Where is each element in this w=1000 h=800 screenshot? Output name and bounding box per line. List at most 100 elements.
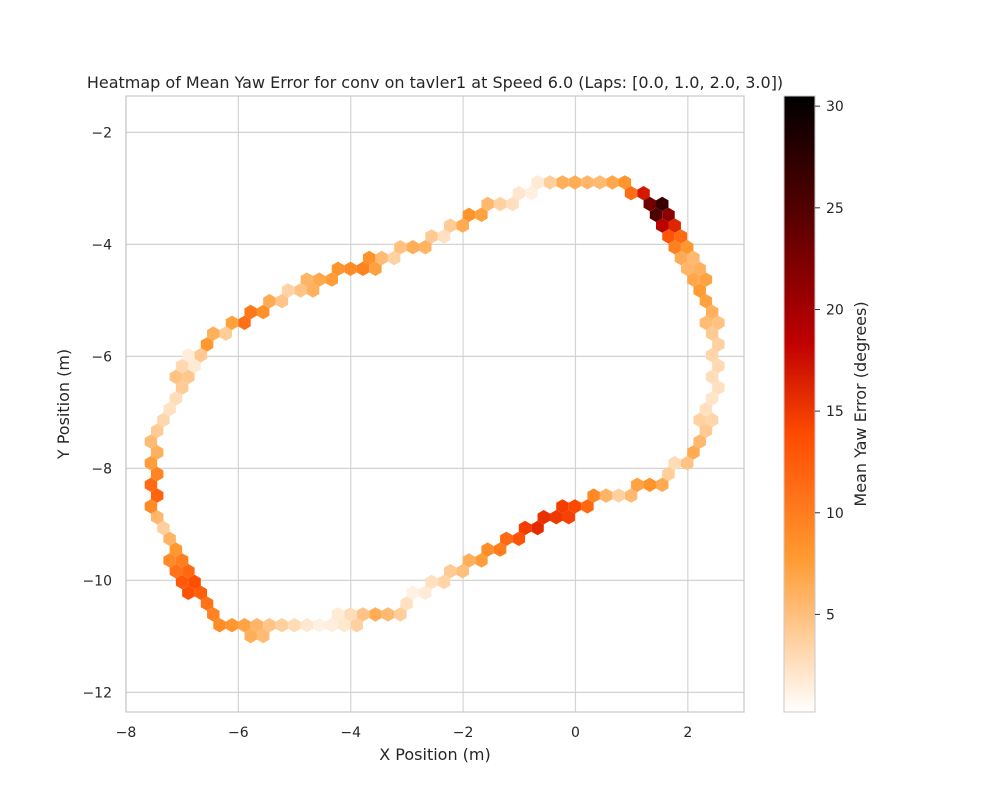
- hex-cell: [263, 618, 276, 633]
- hex-cell: [506, 196, 519, 212]
- hex-cell: [238, 618, 251, 633]
- hex-cell: [175, 553, 189, 568]
- hex-cell: [643, 477, 657, 492]
- hex-cell: [543, 175, 557, 190]
- hex-cell: [344, 607, 357, 622]
- hex-cell: [225, 618, 239, 633]
- hex-cell: [662, 466, 675, 482]
- colorbar: [783, 95, 816, 713]
- hex-cell: [157, 520, 170, 536]
- hex-cell: [705, 369, 719, 384]
- hex-cell: [244, 628, 257, 644]
- x-tick-label: −8: [116, 725, 137, 741]
- hex-cell: [188, 358, 201, 374]
- hex-cell: [144, 456, 158, 471]
- hex-cell: [175, 574, 189, 590]
- hex-cell: [213, 618, 226, 633]
- hex-cell: [356, 607, 370, 622]
- hex-cell: [219, 326, 232, 341]
- hex-cell: [680, 261, 694, 276]
- hex-cell: [705, 304, 719, 320]
- hex-cell: [693, 283, 706, 298]
- hex-cell: [169, 564, 183, 579]
- chart-title: Heatmap of Mean Yaw Error for conv on ta…: [87, 73, 783, 92]
- hex-cell: [144, 434, 158, 449]
- x-axis-label: X Position (m): [379, 745, 491, 764]
- hex-cell: [356, 261, 370, 276]
- hex-cell: [587, 488, 600, 503]
- hex-cell: [656, 477, 669, 492]
- hex-cell: [288, 618, 301, 633]
- hex-cell: [550, 510, 563, 525]
- hex-cell: [500, 531, 513, 546]
- hex-cell: [581, 499, 594, 514]
- hex-cell: [406, 585, 420, 600]
- hex-cell: [518, 520, 532, 536]
- colorbar-tick-label: 20: [826, 302, 844, 318]
- hex-cell: [693, 434, 706, 449]
- hex-cell: [175, 358, 189, 374]
- hex-cell: [512, 531, 526, 546]
- hex-cell: [531, 175, 544, 190]
- x-tick-label: 0: [571, 725, 580, 741]
- hex-cell: [306, 283, 320, 298]
- hex-cell: [668, 456, 681, 471]
- hex-cell: [456, 564, 469, 579]
- hex-cell: [394, 607, 407, 622]
- colorbar-tick-label: 15: [826, 404, 844, 420]
- hex-cell: [425, 574, 438, 590]
- x-tick-label: −6: [228, 725, 249, 741]
- x-tick-label: −2: [453, 725, 474, 741]
- hex-cell: [699, 402, 713, 417]
- hex-cell: [150, 423, 164, 438]
- hex-cell: [163, 402, 176, 417]
- hex-cell: [169, 391, 183, 406]
- hex-cell: [462, 207, 476, 222]
- hex-cell: [618, 175, 632, 190]
- hex-cell: [250, 618, 264, 633]
- hex-cell: [256, 304, 270, 320]
- hex-cell: [656, 218, 669, 233]
- hex-cell: [562, 510, 575, 525]
- hex-cell: [705, 412, 719, 428]
- hex-cell: [381, 607, 395, 622]
- hex-cell: [275, 294, 289, 309]
- hex-cell: [150, 488, 164, 503]
- hex-cell: [668, 218, 681, 233]
- hex-cell: [194, 348, 208, 363]
- hex-cell: [699, 315, 713, 330]
- hex-cell: [281, 283, 295, 298]
- hex-cell: [475, 553, 488, 568]
- hex-cell: [238, 315, 251, 330]
- hex-cell: [699, 294, 713, 309]
- hex-cell: [331, 261, 345, 276]
- hex-cell: [244, 304, 257, 320]
- hex-cell: [687, 250, 700, 266]
- hex-cell: [712, 337, 725, 352]
- hex-cell: [294, 283, 307, 298]
- hex-cell: [200, 596, 214, 611]
- hex-cell: [593, 175, 607, 190]
- hex-cell: [163, 531, 176, 546]
- hex-cell: [362, 250, 376, 266]
- hex-cell: [624, 488, 638, 503]
- hex-cell: [462, 553, 476, 568]
- hex-cell: [712, 380, 725, 395]
- hex-cell: [350, 618, 363, 633]
- hex-cell: [169, 369, 183, 384]
- hex-cell: [207, 607, 220, 622]
- hex-cell: [712, 315, 725, 330]
- hex-cell: [525, 186, 538, 201]
- hex-cell: [325, 272, 338, 287]
- hex-cell: [157, 412, 170, 428]
- hex-cell: [400, 596, 413, 611]
- hex-cell: [369, 607, 382, 622]
- hex-cell: [705, 391, 719, 406]
- hex-cell: [263, 294, 276, 309]
- hex-cell: [705, 326, 719, 341]
- hex-cell: [568, 499, 582, 514]
- y-tick-label: −2: [91, 125, 112, 141]
- hex-cell: [375, 250, 388, 266]
- hex-cell: [631, 477, 644, 492]
- hex-cell: [456, 218, 469, 233]
